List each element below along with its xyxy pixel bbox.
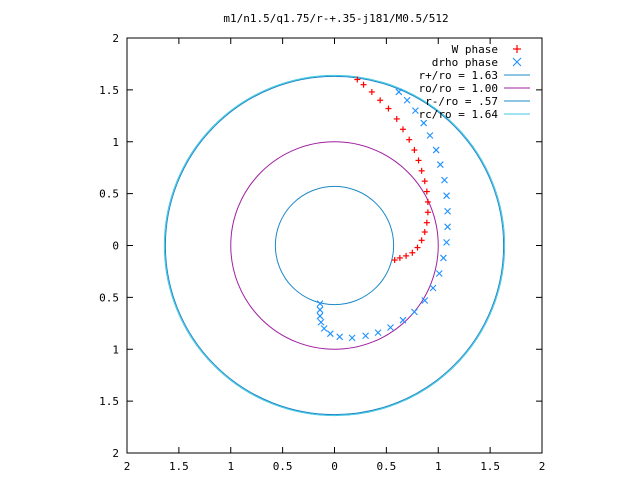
w-phase-point	[424, 209, 431, 216]
x-axis: 2 1.5 1 0.5 0 0.5 1 1.5 2	[124, 38, 546, 473]
radius-circles	[163, 74, 506, 417]
w-phase-point	[421, 229, 428, 236]
w-phase-point	[368, 88, 375, 95]
y-tick-label: 1	[112, 343, 119, 356]
drho-phase-point	[362, 332, 370, 340]
legend-label: ro/ro = 1.00	[419, 82, 498, 95]
legend-label: rc/ro = 1.64	[419, 108, 499, 121]
circle-r+ro	[164, 75, 505, 416]
x-tick-label: 1	[435, 460, 442, 473]
drho-phase-point	[403, 96, 411, 104]
x-tick-label: 0.5	[273, 460, 293, 473]
w-phase-point	[421, 178, 428, 185]
w-phase-point	[411, 147, 418, 154]
y-tick-label: 2	[112, 32, 119, 45]
drho-phase-point	[426, 132, 434, 139]
w-phase-point	[414, 244, 421, 251]
legend-entry: ro/ro = 1.00	[419, 82, 530, 95]
drho-phase-point	[429, 284, 437, 292]
w-phase-point	[418, 167, 425, 174]
drho-phase-point	[443, 192, 450, 200]
drho-phase-point	[421, 297, 429, 304]
y-tick-label: 0.5	[99, 188, 119, 201]
x-tick-label: 0.5	[376, 460, 396, 473]
x-tick-label: 2	[539, 460, 546, 473]
legend-entry: W phase	[452, 43, 521, 56]
drho-phase-point	[316, 300, 324, 307]
w-phase-point	[409, 249, 416, 256]
drho-phase-point	[387, 324, 394, 331]
drho-phase-point	[440, 254, 447, 262]
drho-phase-point	[399, 316, 407, 324]
legend-entry: drho phase	[432, 56, 522, 69]
circle-rcro	[163, 74, 506, 417]
drho-phase-point	[444, 207, 451, 215]
x-tick-label: 0	[331, 460, 338, 473]
drho-phase-point	[441, 176, 448, 184]
drho-phase-point	[420, 119, 428, 127]
w-phase-point	[360, 81, 367, 88]
drho-phase-point	[336, 333, 344, 341]
y-tick-label: 1	[112, 136, 119, 149]
drho-phase-point	[320, 325, 328, 332]
drho-phase-point	[348, 334, 356, 342]
drho-phase-point	[316, 306, 324, 314]
data-points	[316, 76, 451, 342]
x-tick-label: 1	[227, 460, 234, 473]
legend-label: r+/ro = 1.63	[419, 69, 498, 82]
w-phase-point	[418, 237, 425, 244]
legend-entry: r-/ro = .57	[425, 95, 530, 108]
drho-phase-point	[443, 238, 450, 246]
drho-phase-point	[317, 318, 325, 326]
x-tick-label: 2	[124, 460, 131, 473]
w-phase-point	[424, 198, 431, 205]
drho-phase-point	[444, 223, 451, 231]
w-phase-point	[415, 157, 422, 164]
y-tick-label: 1.5	[99, 395, 119, 408]
w-phase-point	[393, 115, 400, 122]
legend-label: r-/ro = .57	[425, 95, 498, 108]
drho-phase-point	[410, 308, 418, 316]
drho-phase-point	[435, 270, 443, 277]
legend-entry: r+/ro = 1.63	[419, 69, 530, 82]
legend-marker	[512, 57, 522, 67]
w-phase-point	[406, 136, 413, 143]
w-phase-point	[377, 97, 384, 104]
w-phase-point	[385, 105, 392, 112]
y-tick-label: 0	[112, 240, 119, 253]
w-phase-point	[354, 76, 361, 83]
drho-phase-point	[395, 88, 403, 96]
w-phase-point	[423, 188, 430, 195]
drho-phase-point	[436, 161, 444, 168]
legend-marker	[513, 45, 521, 53]
drho-phase-point	[432, 146, 440, 154]
drho-phase-point	[316, 312, 324, 320]
drho-phase-point	[374, 329, 382, 337]
legend-label: W phase	[452, 43, 498, 56]
drho-phase-point	[326, 330, 334, 338]
w-phase-point	[423, 219, 430, 226]
circle-roro	[230, 141, 439, 350]
w-phase-point	[391, 257, 398, 264]
y-axis: 2 1.5 1 0.5 0 0.5 1 1.5 2	[99, 32, 542, 460]
circle-r-ro	[274, 185, 395, 306]
x-tick-label: 1.5	[480, 460, 500, 473]
y-tick-label: 0.5	[99, 291, 119, 304]
w-phase-point	[403, 252, 410, 259]
legend-entry: rc/ro = 1.64	[419, 108, 530, 121]
legend-label: drho phase	[432, 56, 498, 69]
y-tick-label: 1.5	[99, 84, 119, 97]
chart-title: m1/n1.5/q1.75/r-+.35-j181/M0.5/512	[223, 12, 448, 25]
w-phase-point	[399, 126, 406, 133]
drho-phase-point	[412, 107, 419, 115]
y-tick-label: 2	[112, 447, 119, 460]
w-phase-point	[396, 254, 403, 261]
x-tick-label: 1.5	[169, 460, 189, 473]
